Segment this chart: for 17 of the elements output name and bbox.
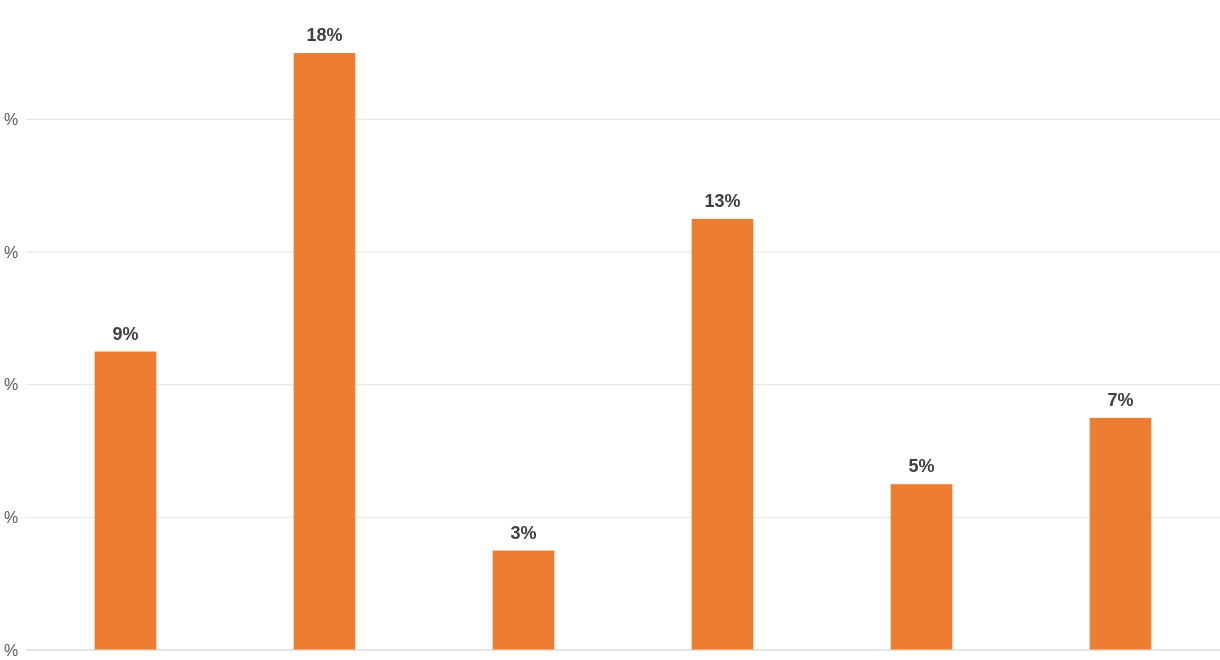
bar	[691, 218, 754, 650]
bar	[293, 53, 356, 650]
bar	[890, 484, 953, 650]
bar	[1089, 417, 1152, 650]
text: %	[4, 110, 19, 128]
bar	[492, 550, 555, 650]
text: %	[4, 243, 19, 261]
data-label: 3%	[510, 522, 537, 543]
data-label: 9%	[112, 323, 139, 344]
text: %	[4, 376, 19, 394]
data-label: 5%	[908, 456, 935, 477]
data-label: 7%	[1107, 389, 1134, 410]
text: %	[4, 641, 19, 659]
text: %	[4, 508, 19, 526]
bar	[94, 351, 157, 650]
data-label: 13%	[704, 190, 741, 211]
data-label: 18%	[306, 25, 343, 46]
